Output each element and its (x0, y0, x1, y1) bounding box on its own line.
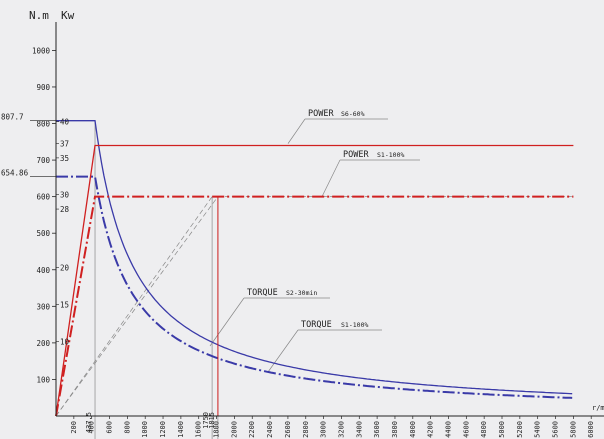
y-tick-label-100: 100 (36, 375, 50, 384)
x-tick-label-3000: 3000 (320, 421, 328, 438)
leader-power-s1 (321, 159, 341, 197)
kw-tick-label-35: 35 (60, 154, 69, 163)
series-line-3 (55, 195, 574, 417)
annotation-torque-s2-main: TORQUE (247, 288, 278, 298)
series-line-1 (56, 175, 573, 399)
y-tick-label-800: 800 (36, 120, 50, 129)
y2-axis-title: Kw (61, 9, 75, 22)
x-tick-label-600: 600 (106, 421, 114, 434)
y-tick-label-700: 700 (36, 156, 50, 165)
x-tick-label-400: 400 (88, 421, 96, 434)
y-tick-label-200: 200 (36, 339, 50, 348)
x-tick-label-4200: 4200 (427, 421, 435, 438)
x-tick-label-2600: 2600 (284, 421, 292, 438)
leader-power-s6 (287, 118, 306, 144)
kw-tick-label-40: 40 (60, 118, 70, 127)
y-special-label-654.86: 654.86 (1, 169, 29, 178)
x-tick-label-5400: 5400 (534, 421, 542, 438)
y-tick-label-600: 600 (36, 193, 50, 202)
x-tick-label-3600: 3600 (373, 421, 381, 438)
x-tick-label-3400: 3400 (355, 421, 363, 438)
x-tick-label-2800: 2800 (302, 421, 310, 438)
annotation-torque-s2-sub: S2-30min (286, 289, 317, 297)
labels: N.m Kw POWER S6-60% POWER S1-100% TORQUE… (29, 9, 404, 330)
y-tick-label-500: 500 (36, 229, 50, 238)
x-tick-label-2000: 2000 (230, 421, 238, 438)
x-tick-label-800: 800 (123, 421, 131, 434)
x-tick-label-5200: 5200 (516, 421, 524, 438)
y-tick-label-900: 900 (36, 83, 50, 92)
x-tick-label-3800: 3800 (391, 421, 399, 438)
x-tick-label-5000: 5000 (498, 421, 506, 438)
x-tick-label-4000: 4000 (409, 421, 417, 438)
series-line-0 (56, 120, 573, 395)
annotation-torque-s1-sub: S1-100% (341, 321, 368, 329)
series-line-2 (55, 144, 574, 417)
x-marker-label-1750: 1750 (202, 412, 210, 429)
y-tick-label-400: 400 (36, 266, 50, 275)
kw-tick-label-37: 37 (60, 140, 69, 149)
annotation-power-s6-sub: S6-60% (341, 110, 365, 118)
x-axis-title: r/m (592, 404, 604, 412)
x-tick-label-4600: 4600 (462, 421, 470, 438)
kw-tick-label-20: 20 (60, 264, 70, 273)
kw-tick-label-28: 28 (60, 205, 70, 214)
x-marker-label-1815: 1815 (208, 412, 216, 429)
y-special-label-807.7: 807.7 (1, 113, 24, 122)
x-tick-label-4800: 4800 (480, 421, 488, 438)
leader-torque-s1 (267, 329, 299, 373)
x-tick-label-3200: 3200 (337, 421, 345, 438)
y-tick-label-1000: 1000 (32, 46, 51, 55)
annotation-torque-s1-main: TORQUE (301, 320, 332, 330)
x-tick-label-4400: 4400 (444, 421, 452, 438)
ticks: 100 200 300 400 500 600 700 800 900 1000 807.7 654.… (1, 46, 604, 437)
x-tick-label-1800: 1800 (213, 421, 221, 438)
annotation-power-s1-sub: S1-100% (377, 151, 404, 159)
leader-torque-s2 (209, 297, 245, 347)
annotation-power-s1-main: POWER (343, 150, 369, 160)
y-tick-label-300: 300 (36, 302, 50, 311)
guide-lines (55, 118, 574, 439)
x-tick-label-5600: 5600 (552, 421, 560, 438)
x-marker-label-437.5: 437.5 (85, 412, 93, 433)
guide-diagonal-1750 (55, 196, 213, 417)
x-tick-label-200: 200 (70, 421, 78, 434)
annotation-power-s6-main: POWER (308, 109, 334, 119)
x-tick-label-1600: 1600 (195, 421, 203, 438)
series-lines (55, 120, 574, 417)
guide-diagonal-1815 (55, 196, 219, 417)
x-tick-label-1000: 1000 (141, 421, 149, 438)
x-tick-label-2400: 2400 (266, 421, 274, 438)
y-axis-title: N.m (29, 9, 49, 22)
x-tick-label-1400: 1400 (177, 421, 185, 438)
x-tick-label-5800: 5800 (569, 421, 577, 438)
x-tick-label-2200: 2200 (248, 421, 256, 438)
kw-tick-label-30: 30 (60, 190, 70, 199)
x-tick-label-1200: 1200 (159, 421, 167, 438)
axes (55, 22, 604, 417)
x-tick-label-6000: 6000 (587, 421, 595, 438)
kw-tick-label-15: 15 (60, 300, 69, 309)
kw-tick-label-10: 10 (60, 337, 70, 346)
